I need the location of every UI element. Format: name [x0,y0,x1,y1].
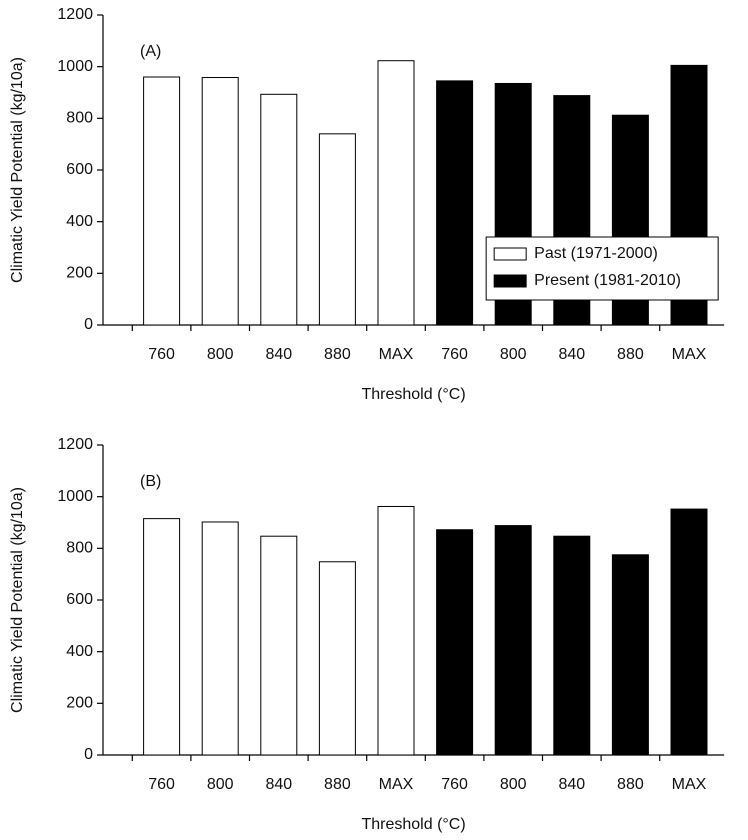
panel-label: (B) [140,473,161,490]
x-tick-label: MAX [672,776,707,793]
x-tick-label: 840 [558,346,585,363]
bar [143,518,181,756]
y-tick-label: 1000 [57,488,93,505]
bar [143,76,181,326]
bar [670,508,708,756]
x-tick-label: 800 [207,776,234,793]
x-tick-label: 880 [617,776,644,793]
x-tick-label: 800 [500,776,527,793]
y-tick-label: 0 [84,746,93,763]
x-tick-label: 880 [324,776,351,793]
y-tick-label: 800 [66,540,93,557]
x-axis-label: Threshold (°C) [361,386,465,403]
bar [377,505,415,756]
x-tick-label: MAX [672,346,707,363]
x-tick-label: 760 [148,776,175,793]
legend-swatch [493,247,527,261]
bar [611,554,649,756]
x-axis-label: Threshold (°C) [361,816,465,833]
bar [318,561,356,756]
legend-swatch [493,274,527,288]
y-tick-label: 800 [66,110,93,127]
x-tick-label: 800 [207,346,234,363]
y-tick-label: 0 [84,316,93,333]
x-tick-label: 760 [441,776,468,793]
x-tick-label: 760 [441,346,468,363]
bar [553,535,591,756]
x-tick-label: 800 [500,346,527,363]
legend-label: Past (1971-2000) [534,245,658,262]
x-tick-label: 760 [148,346,175,363]
y-tick-label: 1000 [57,58,93,75]
x-tick-label: 840 [265,346,292,363]
y-tick-label: 600 [66,161,93,178]
bar [201,521,239,756]
y-tick-label: 400 [66,643,93,660]
y-axis-label: Climatic Yield Potential (kg/10a) [9,57,26,283]
y-tick-label: 200 [66,265,93,282]
bar [436,80,474,326]
x-tick-label: 840 [265,776,292,793]
bar [494,525,532,756]
legend-label: Present (1981-2010) [534,272,681,289]
x-tick-label: 880 [617,346,644,363]
bar [436,529,474,756]
y-tick-label: 400 [66,213,93,230]
bar [318,133,356,326]
bar [377,60,415,326]
bar [201,77,239,326]
y-tick-label: 1200 [57,6,93,23]
bar [260,535,298,756]
x-tick-label: 880 [324,346,351,363]
x-tick-label: 840 [558,776,585,793]
y-tick-label: 1200 [57,436,93,453]
x-tick-label: MAX [379,346,414,363]
y-tick-label: 200 [66,695,93,712]
x-tick-label: MAX [379,776,414,793]
panel-label: (A) [140,43,161,60]
bar [260,93,298,326]
y-axis-label: Climatic Yield Potential (kg/10a) [9,487,26,713]
y-tick-label: 600 [66,591,93,608]
